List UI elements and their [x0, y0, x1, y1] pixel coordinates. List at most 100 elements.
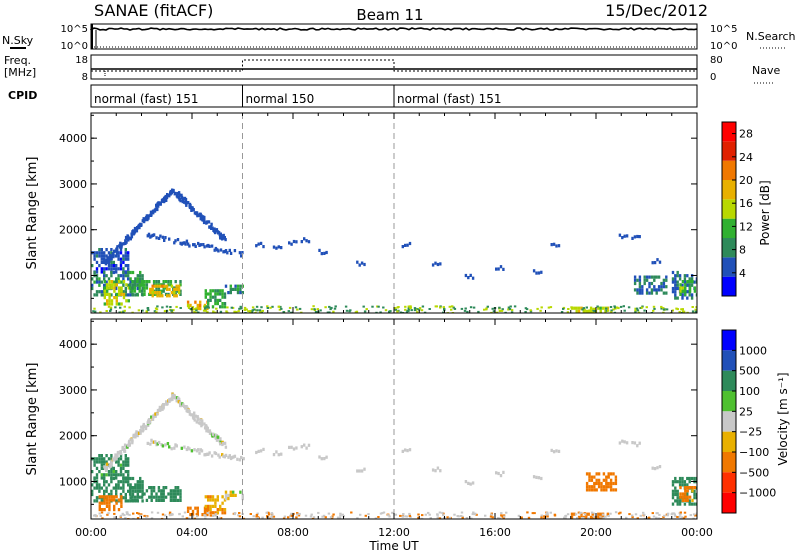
heatmap-cell	[115, 476, 118, 480]
isolated-echo-cell	[618, 233, 622, 237]
heatmap-cell	[671, 270, 675, 275]
heatmap-cell	[124, 257, 127, 261]
heatmap-cell	[662, 285, 666, 289]
ground-scatter-cell	[250, 310, 254, 313]
ground-scatter-cell	[450, 305, 454, 308]
band-cell	[241, 251, 244, 255]
ground-scatter-cell	[540, 514, 543, 517]
velocity-colorbar-tick-label: 500	[739, 365, 760, 378]
ground-scatter-cell	[636, 517, 639, 519]
arc-cell	[107, 258, 110, 263]
ground-scatter-cell	[676, 516, 679, 518]
heatmap-cell	[100, 270, 103, 274]
heatmap-cell	[676, 280, 679, 284]
heatmap-cell	[112, 476, 115, 481]
ground-scatter-cell	[344, 305, 348, 308]
arc-cell	[185, 203, 188, 207]
heatmap-cell	[131, 492, 135, 497]
heatmap-cell	[648, 285, 651, 289]
power-colorbar-swatch	[722, 141, 736, 161]
beam-title: Beam 11	[356, 6, 423, 24]
heatmap-cell	[91, 283, 94, 287]
heatmap-cell	[653, 285, 656, 289]
heatmap-cell	[695, 486, 697, 490]
ground-scatter-cell	[209, 514, 212, 517]
isolated-echo-cell	[401, 245, 404, 249]
heatmap-cell	[141, 486, 144, 490]
ground-scatter-cell	[126, 513, 129, 516]
heatmap-cell	[168, 294, 171, 298]
heatmap-cell	[695, 502, 697, 506]
ground-scatter-cell	[405, 515, 408, 518]
isolated-echo-cell	[358, 263, 361, 267]
ground-scatter-cell	[219, 517, 223, 519]
ground-scatter-cell	[269, 306, 272, 309]
ground-scatter-cell	[526, 511, 529, 514]
velocity-colorbar-tick-label: 1000	[739, 344, 767, 357]
isolated-echo-cell	[280, 452, 283, 456]
power-colorbar-swatch	[722, 160, 736, 180]
ground-scatter-cell	[312, 305, 315, 308]
heatmap-cell	[206, 307, 209, 311]
heatmap-cell	[119, 248, 123, 252]
heatmap-cell	[155, 498, 158, 502]
ground-scatter-cell	[290, 512, 293, 515]
isolated-echo-cell	[656, 466, 659, 470]
heatmap-cell	[214, 298, 217, 302]
band-cell	[188, 447, 191, 451]
isolated-echo-cell	[363, 467, 366, 471]
ground-scatter-cell	[540, 516, 543, 519]
heatmap-cell	[580, 512, 583, 516]
band-cell	[221, 453, 224, 457]
arc-cell	[174, 396, 177, 400]
heatmap-cell	[655, 275, 658, 279]
heatmap-cell	[112, 466, 115, 470]
heatmap-cell	[236, 287, 240, 291]
heatmap-cell	[605, 478, 608, 482]
isolated-echo-cell	[467, 276, 470, 280]
ground-scatter-cell	[107, 512, 110, 515]
arc-cell	[198, 212, 202, 216]
heatmap-cell	[127, 476, 130, 481]
band-cell	[238, 458, 242, 462]
ground-scatter-cell	[206, 311, 209, 313]
nave-tick-top: 80	[710, 55, 723, 66]
ground-scatter-cell	[634, 307, 637, 310]
heatmap-cell	[115, 270, 118, 274]
heatmap-cell	[91, 489, 94, 493]
ground-scatter-cell	[673, 513, 676, 516]
heatmap-cell	[103, 495, 106, 499]
heatmap-cell	[633, 288, 637, 292]
arc-cell	[137, 431, 141, 435]
ground-scatter-cell	[460, 515, 463, 517]
heatmap-cell	[122, 296, 126, 300]
heatmap-cell	[127, 254, 130, 258]
heatmap-cell	[110, 270, 113, 275]
heatmap-cell	[157, 486, 161, 490]
ground-scatter-cell	[288, 306, 292, 309]
ground-scatter-cell	[636, 309, 640, 312]
ground-scatter-cell	[681, 310, 685, 313]
ground-scatter-cell	[533, 512, 536, 515]
ground-scatter-cell	[393, 307, 397, 310]
ground-scatter-cell	[119, 311, 123, 313]
heatmap-cell	[653, 278, 656, 282]
heatmap-cell	[686, 489, 689, 493]
heatmap-cell	[674, 274, 677, 278]
ground-scatter-cell	[119, 514, 123, 517]
arc-cell	[174, 191, 177, 195]
ground-scatter-cell	[546, 515, 549, 518]
heatmap-cell	[108, 508, 111, 512]
ground-scatter-cell	[428, 513, 431, 516]
arc-cell	[176, 195, 179, 199]
ground-scatter-cell	[410, 309, 413, 312]
ground-scatter-cell	[106, 513, 109, 516]
isolated-echo-cell	[408, 241, 412, 246]
heatmap-cell	[676, 286, 679, 291]
heatmap-cell	[161, 294, 164, 298]
heatmap-cell	[124, 248, 127, 252]
isolated-echo-cell	[288, 241, 291, 245]
ground-scatter-cell	[321, 515, 324, 518]
heatmap-cell	[100, 454, 103, 458]
